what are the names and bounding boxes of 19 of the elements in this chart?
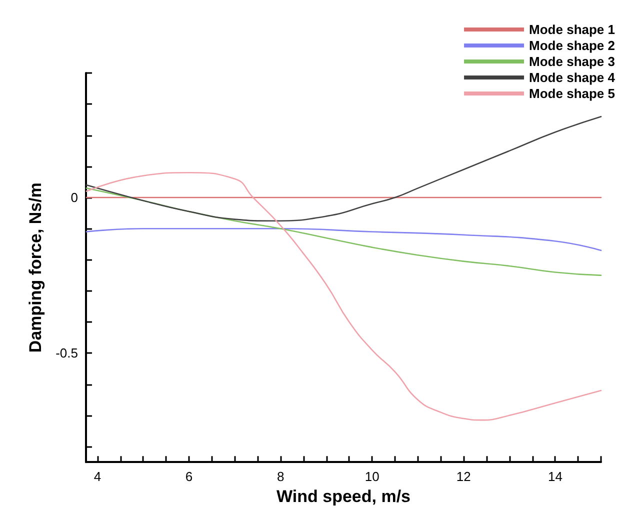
line-series	[86, 172, 602, 421]
legend-label: Mode shape 4	[529, 70, 616, 85]
y-tick-label: 0	[70, 190, 78, 206]
x-tick-label: 8	[276, 469, 284, 484]
y-axis-title: Damping force, Ns/m	[26, 182, 45, 353]
line-series	[86, 116, 602, 222]
x-tick-label: 10	[364, 469, 380, 484]
line-series	[86, 188, 602, 276]
y-tick-label: -0.5	[56, 346, 78, 361]
x-axis-title: Wind speed, m/s	[276, 487, 410, 506]
legend-label: Mode shape 2	[529, 38, 615, 53]
legend-label: Mode shape 3	[529, 54, 615, 69]
x-tick-label: 12	[456, 469, 471, 484]
legend-label: Mode shape 1	[529, 22, 615, 37]
line-series	[86, 228, 602, 252]
legend-label: Mode shape 5	[529, 86, 615, 101]
x-tick-label: 6	[185, 469, 193, 484]
x-tick-label: 4	[94, 469, 102, 484]
x-tick-label: 14	[548, 469, 562, 484]
